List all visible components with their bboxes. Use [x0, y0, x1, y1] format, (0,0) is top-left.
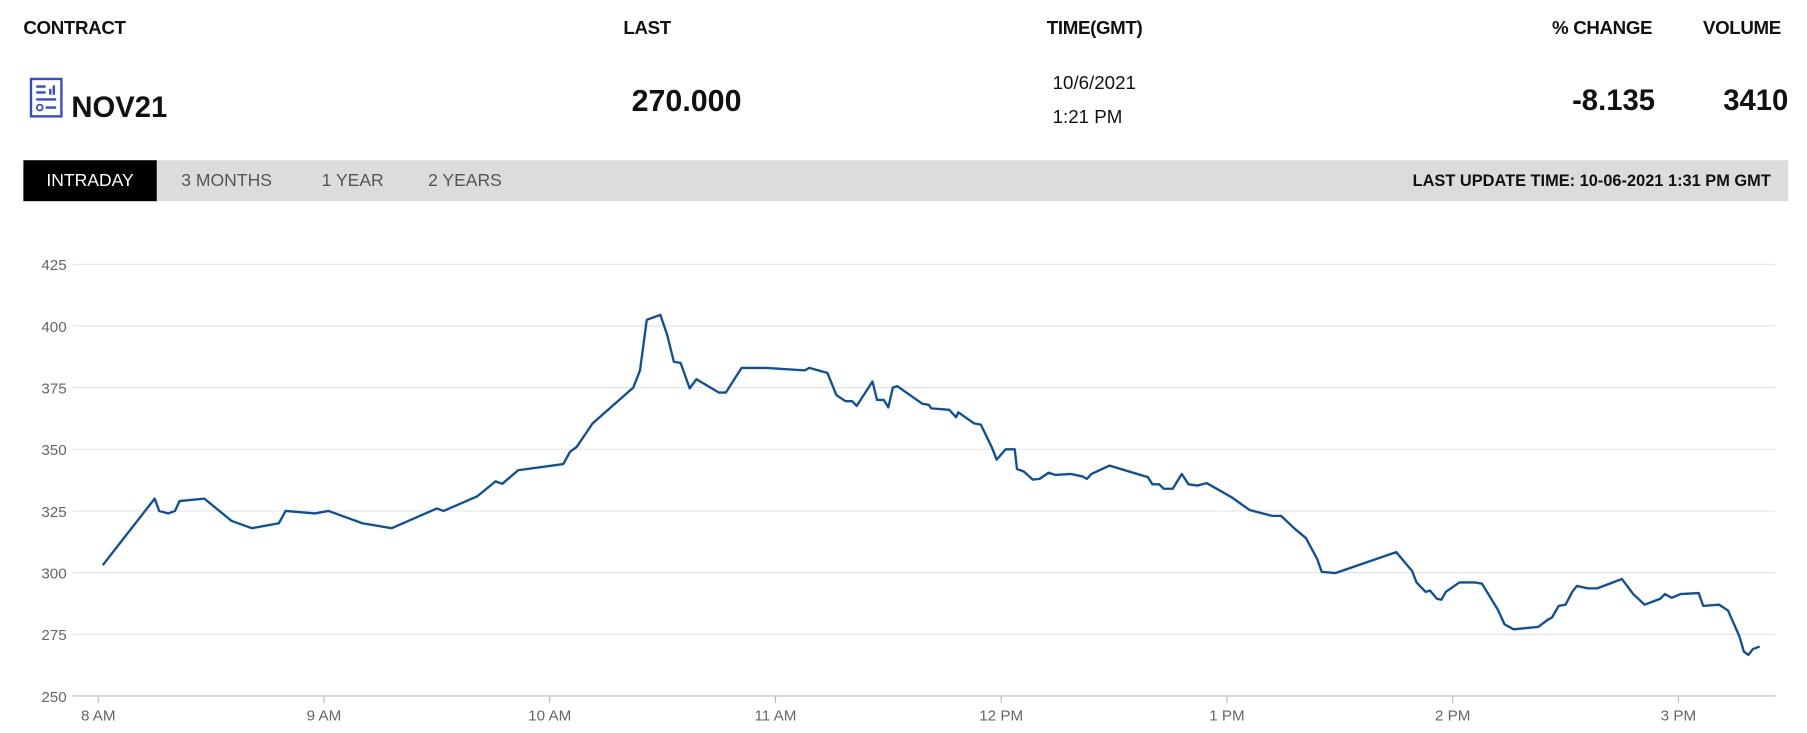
last-update: LAST UPDATE TIME: 10-06-2021 1:31 PM GMT — [1412, 170, 1771, 190]
contract: NOV21 — [71, 91, 168, 124]
y-tick-label: 400 — [41, 319, 66, 336]
volume: 3410 — [1723, 84, 1789, 117]
col-header: VOLUME — [1702, 18, 1781, 39]
last-price: 270.000 — [631, 83, 742, 119]
y-tick-label: 275 — [41, 627, 66, 644]
chart: 250 275 300 325 350 375 400 425 8 AM 9 AM 10 AM 11 … — [41, 257, 1776, 724]
x-tick-label: 11 AM — [754, 707, 796, 724]
x-tick-label: 12 PM — [979, 707, 1023, 724]
x-tick-label: 2 PM — [1435, 707, 1470, 724]
tab[interactable]: 3 MONTHS — [181, 170, 272, 191]
y-tick-label: 300 — [41, 565, 66, 582]
x-tick-label: 1 PM — [1209, 707, 1244, 724]
col-header: % CHANGE — [1552, 18, 1653, 39]
price-line — [101, 313, 1761, 657]
col-header: TIME(GMT) — [1046, 18, 1143, 39]
y-tick-label: 250 — [41, 689, 66, 706]
tab-bar: INTRADAY 3 MONTHS 1 YEAR 2 YEARS LAST UP… — [23, 160, 1789, 202]
y-tick-label: 425 — [41, 257, 66, 274]
contract-icon — [29, 77, 63, 118]
col-header: CONTRACT — [23, 18, 126, 39]
tab[interactable]: INTRADAY — [23, 160, 157, 202]
percent-change: -8.135 — [1572, 84, 1655, 117]
x-tick-label: 8 AM — [81, 707, 116, 724]
y-tick-label: 375 — [41, 380, 66, 397]
tab[interactable]: 1 YEAR — [321, 170, 384, 191]
y-tick-label: 350 — [41, 442, 66, 459]
x-tick-label: 10 AM — [528, 707, 571, 724]
time: 1:21 PM — [1052, 107, 1123, 128]
y-tick-label: 325 — [41, 504, 66, 521]
tab[interactable]: 2 YEARS — [428, 170, 502, 191]
x-tick-label: 3 PM — [1661, 707, 1696, 724]
x-tick-label: 9 AM — [307, 707, 342, 724]
col-header: LAST — [623, 18, 671, 39]
date: 10/6/2021 — [1052, 73, 1136, 94]
